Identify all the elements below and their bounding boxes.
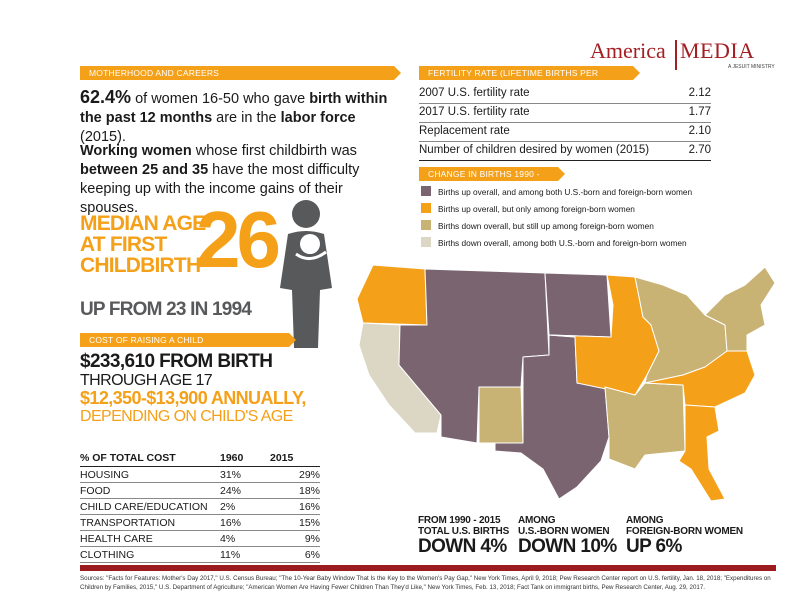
legend-item: Births up overall, but only among foreig…	[421, 203, 635, 216]
cost-annual: $12,350-$13,900 ANNUALLY,	[80, 388, 306, 408]
fertility-row: 2007 U.S. fertility rate 2.12	[419, 84, 711, 104]
mother-baby-icon	[280, 200, 332, 348]
logo: America Media A JESUIT MINISTRY	[590, 38, 780, 74]
median-age-label: MEDIAN AGE AT FIRST CHILDBIRTH	[80, 212, 206, 277]
map-region-northeast	[704, 266, 776, 352]
fertility-row: Number of children desired by women (201…	[419, 141, 711, 161]
legend-swatch	[421, 186, 431, 196]
fertility-row: 2017 U.S. fertility rate 1.77	[419, 103, 711, 123]
section-bar-fertility: FERTILITY RATE (LIFETIME BIRTHS PER WOMA…	[419, 66, 640, 92]
table-row: CLOTHING 11% 6%	[80, 546, 320, 563]
cost-table: % OF TOTAL COST 1960 2015 HOUSING 31% 29% …	[80, 450, 320, 563]
us-births-map	[356, 264, 776, 502]
stat-pct: 62.4%	[80, 87, 132, 107]
logo-media: Media	[680, 38, 755, 63]
stat-labor-force: 62.4% of women 16-50 who gave birth with…	[80, 87, 388, 146]
section-bar-motherhood: MOTHERHOOD AND CAREERS	[80, 66, 401, 80]
footer-bar	[80, 565, 776, 571]
table-row: FOOD 24% 18%	[80, 482, 320, 499]
map-region-new-mexico	[478, 386, 524, 444]
legend-item: Births down overall, among both U.S.-bor…	[421, 237, 687, 250]
legend-swatch	[421, 203, 431, 213]
legend-item: Births down overall, but still up among …	[421, 220, 654, 233]
legend-swatch	[421, 237, 431, 247]
stat-foreign-born: AMONG FOREIGN-BORN WOMEN UP 6%	[626, 515, 743, 557]
fertility-row: Replacement rate 2.10	[419, 122, 711, 142]
cost-through: THROUGH AGE 17	[80, 372, 213, 389]
table-row: TRANSPORTATION 16% 15%	[80, 514, 320, 531]
cost-table-header: % OF TOTAL COST 1960 2015	[80, 450, 320, 467]
logo-divider	[675, 40, 677, 70]
stat-us-born: AMONG U.S.-BORN WOMEN DOWN 10%	[518, 515, 617, 557]
map-region-south	[604, 382, 686, 470]
legend-swatch	[421, 220, 431, 230]
legend-item: Births up overall, and among both U.S.-b…	[421, 186, 692, 199]
map-region-southeast	[644, 350, 756, 408]
table-row: HOUSING 31% 29%	[80, 466, 320, 483]
median-age-value: 26	[196, 195, 281, 284]
map-region-dakotas	[544, 272, 612, 338]
median-up-from: UP FROM 23 IN 1994	[80, 299, 252, 320]
stat-total-births: FROM 1990 - 2015 TOTAL U.S. BIRTHS DOWN …	[418, 515, 510, 557]
cost-summary: $233,610 FROM BIRTH THROUGH AGE 17 $12,3…	[80, 351, 306, 426]
cost-depending: DEPENDING ON CHILD'S AGE	[80, 408, 293, 425]
sources-text: Sources: "Facts for Features: Mother's D…	[80, 575, 771, 591]
stat-working-women: Working women whose first childbirth was…	[80, 143, 360, 216]
table-row: HEALTH CARE 4% 9%	[80, 530, 320, 547]
logo-america: America	[590, 38, 666, 63]
section-bar-change: CHANGE IN BIRTHS 1990 - 2015	[419, 167, 565, 193]
table-row: CHILD CARE/EDUCATION 2% 16%	[80, 498, 320, 515]
cost-total: $233,610 FROM BIRTH	[80, 351, 273, 372]
map-region-pacific-nw	[356, 264, 428, 326]
map-region-georgia-florida	[678, 404, 726, 502]
logo-tagline: A JESUIT MINISTRY	[728, 64, 775, 70]
section-bar-cost: COST OF RAISING A CHILD	[80, 333, 296, 347]
